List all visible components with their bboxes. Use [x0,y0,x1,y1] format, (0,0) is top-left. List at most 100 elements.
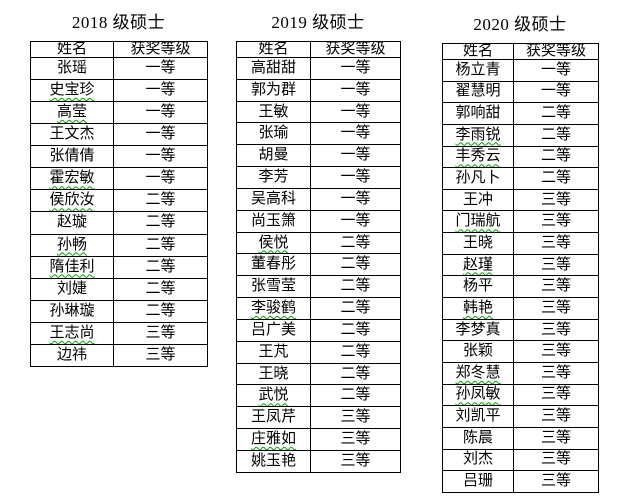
table-row: 胡曼 一等 [236,144,401,168]
table-row: 郭为群 一等 [236,78,401,102]
student-name-cell: 侯欣汝 [30,189,114,213]
table-row: 丰秀云 二等 [442,145,599,169]
table-row: 赵瑾 三等 [442,253,599,277]
student-name: 刘杰 [462,451,493,468]
award-level-cell: 二等 [513,102,599,125]
table-row: 姚玉艳 三等 [236,449,401,474]
award-level-cell: 三等 [310,406,401,430]
student-name: 王凤芹 [250,409,296,426]
table-row: 王芃 二等 [236,340,401,364]
award-level-cell: 三等 [310,449,401,474]
awards-table-2019: 姓名 获奖等级 高甜甜 一等 郭为群 一等 王敏 一等 张瑜 一等 胡曼 一等 李芳 一等 吴高科 一等 尚玉箫… [236,41,401,474]
student-name-cell: 张瑶 [30,56,114,81]
table-row: 杨平 三等 [442,275,599,299]
student-name-cell: 边祎 [30,343,114,368]
table-row: 李梦真 三等 [442,318,599,342]
student-name-cell: 孙凡卜 [442,167,514,190]
student-name: 边祎 [56,346,87,363]
award-level-cell: 二等 [310,318,401,342]
student-name: 侯欣汝 [49,192,95,209]
student-name: 高甜甜 [250,59,296,76]
award-level-cell: 一等 [310,144,401,168]
student-name-cell: 史宝珍 [30,79,114,103]
table-row: 孙畅 二等 [30,233,208,257]
student-name: 李梦真 [455,321,501,338]
award-level-cell: 二等 [310,362,401,386]
student-name-cell: 王志尚 [30,321,114,345]
award-level-cell: 一等 [310,187,401,211]
table-row: 董春彤 二等 [236,253,401,277]
student-name: 尚玉箫 [250,212,296,229]
table-row: 庄雅如 三等 [236,428,401,451]
award-level-cell: 一等 [310,57,401,80]
award-level-cell: 一等 [310,166,401,189]
student-name: 孙凤敏 [455,386,501,403]
award-level-cell: 三等 [113,321,208,345]
student-name-cell: 张倩倩 [30,145,114,169]
student-name-cell: 张颖 [442,340,514,363]
student-name-cell: 刘婕 [30,277,114,301]
award-level-cell: 三等 [513,405,599,428]
student-name-cell: 高莹 [30,101,114,125]
student-name: 陈晨 [462,429,493,446]
student-name-cell: 王冲 [442,188,514,212]
student-name: 孙琳璇 [49,302,95,319]
table-row: 李芳 一等 [236,166,401,189]
award-level-cell: 三等 [513,340,599,363]
student-name-cell: 王凤芹 [236,406,311,430]
award-level-cell: 一等 [310,122,401,146]
award-level-cell: 二等 [113,211,208,235]
award-level-cell: 三等 [513,253,599,277]
table-row: 孙琳璇 二等 [30,299,208,323]
header-row: 姓名 获奖等级 [236,41,401,58]
table-row: 韩艳 三等 [442,297,599,320]
student-name-cell: 吴高科 [236,187,311,211]
table-title-2020: 2020 级硕士 [473,15,567,34]
student-name: 赵瑾 [462,256,493,273]
student-name-cell: 李梦真 [442,318,514,342]
award-level-cell: 三等 [513,448,599,472]
table-row: 王文杰 一等 [30,123,208,147]
award-level-cell: 一等 [113,56,208,81]
table-row: 陈晨 三等 [442,426,599,450]
award-level-cell: 二等 [113,233,208,257]
table-row: 王志尚 三等 [30,321,208,345]
award-column-header: 获奖等级 [113,41,208,58]
table-row: 郭响甜 二等 [442,102,599,125]
table-row: 刘婕 二等 [30,277,208,301]
table-row: 孙凡卜 二等 [442,167,599,190]
award-level-cell: 三等 [513,361,599,385]
table-title-2018: 2018 级硕士 [71,13,166,32]
student-name: 王冲 [462,191,493,208]
student-name-cell: 侯悦 [236,231,311,255]
table-row: 李骏鹤 二等 [236,297,401,320]
award-level-cell: 一等 [310,100,401,124]
award-level-cell: 三等 [113,343,208,368]
name-column-header: 姓名 [442,43,514,60]
student-name: 胡曼 [258,147,289,164]
student-name-cell: 王晓 [236,362,311,386]
student-name-cell: 赵璇 [30,211,114,235]
student-name: 侯悦 [258,234,289,251]
award-level-cell: 二等 [113,277,208,301]
award-level-cell: 一等 [513,80,599,104]
student-name-cell: 杨立青 [442,59,514,82]
table-row: 王凤芹 三等 [236,406,401,430]
student-name: 门瑞航 [455,213,501,230]
student-name: 王文杰 [49,126,95,143]
student-name: 刘凯平 [455,408,501,425]
name-column-header: 姓名 [236,41,311,58]
table-row: 侯欣汝 二等 [30,189,208,213]
name-column-header: 姓名 [30,41,114,58]
student-name-cell: 武悦 [236,384,311,408]
student-name: 翟慧明 [455,83,501,100]
student-name: 张倩倩 [49,148,95,165]
table-row: 刘杰 三等 [442,448,599,472]
student-name-cell: 孙凤敏 [442,383,514,407]
student-name-cell: 郭响甜 [442,102,514,125]
awards-table-2018: 姓名 获奖等级 张瑶 一等 史宝珍 一等 高莹 一等 王文杰 一等 张倩倩 一等 霍宏敏 一等 侯欣汝 二等赵… [30,41,208,368]
student-name-cell: 翟慧明 [442,80,514,104]
student-name: 李雨锐 [455,126,501,143]
student-name-cell: 吕珊 [442,470,514,493]
